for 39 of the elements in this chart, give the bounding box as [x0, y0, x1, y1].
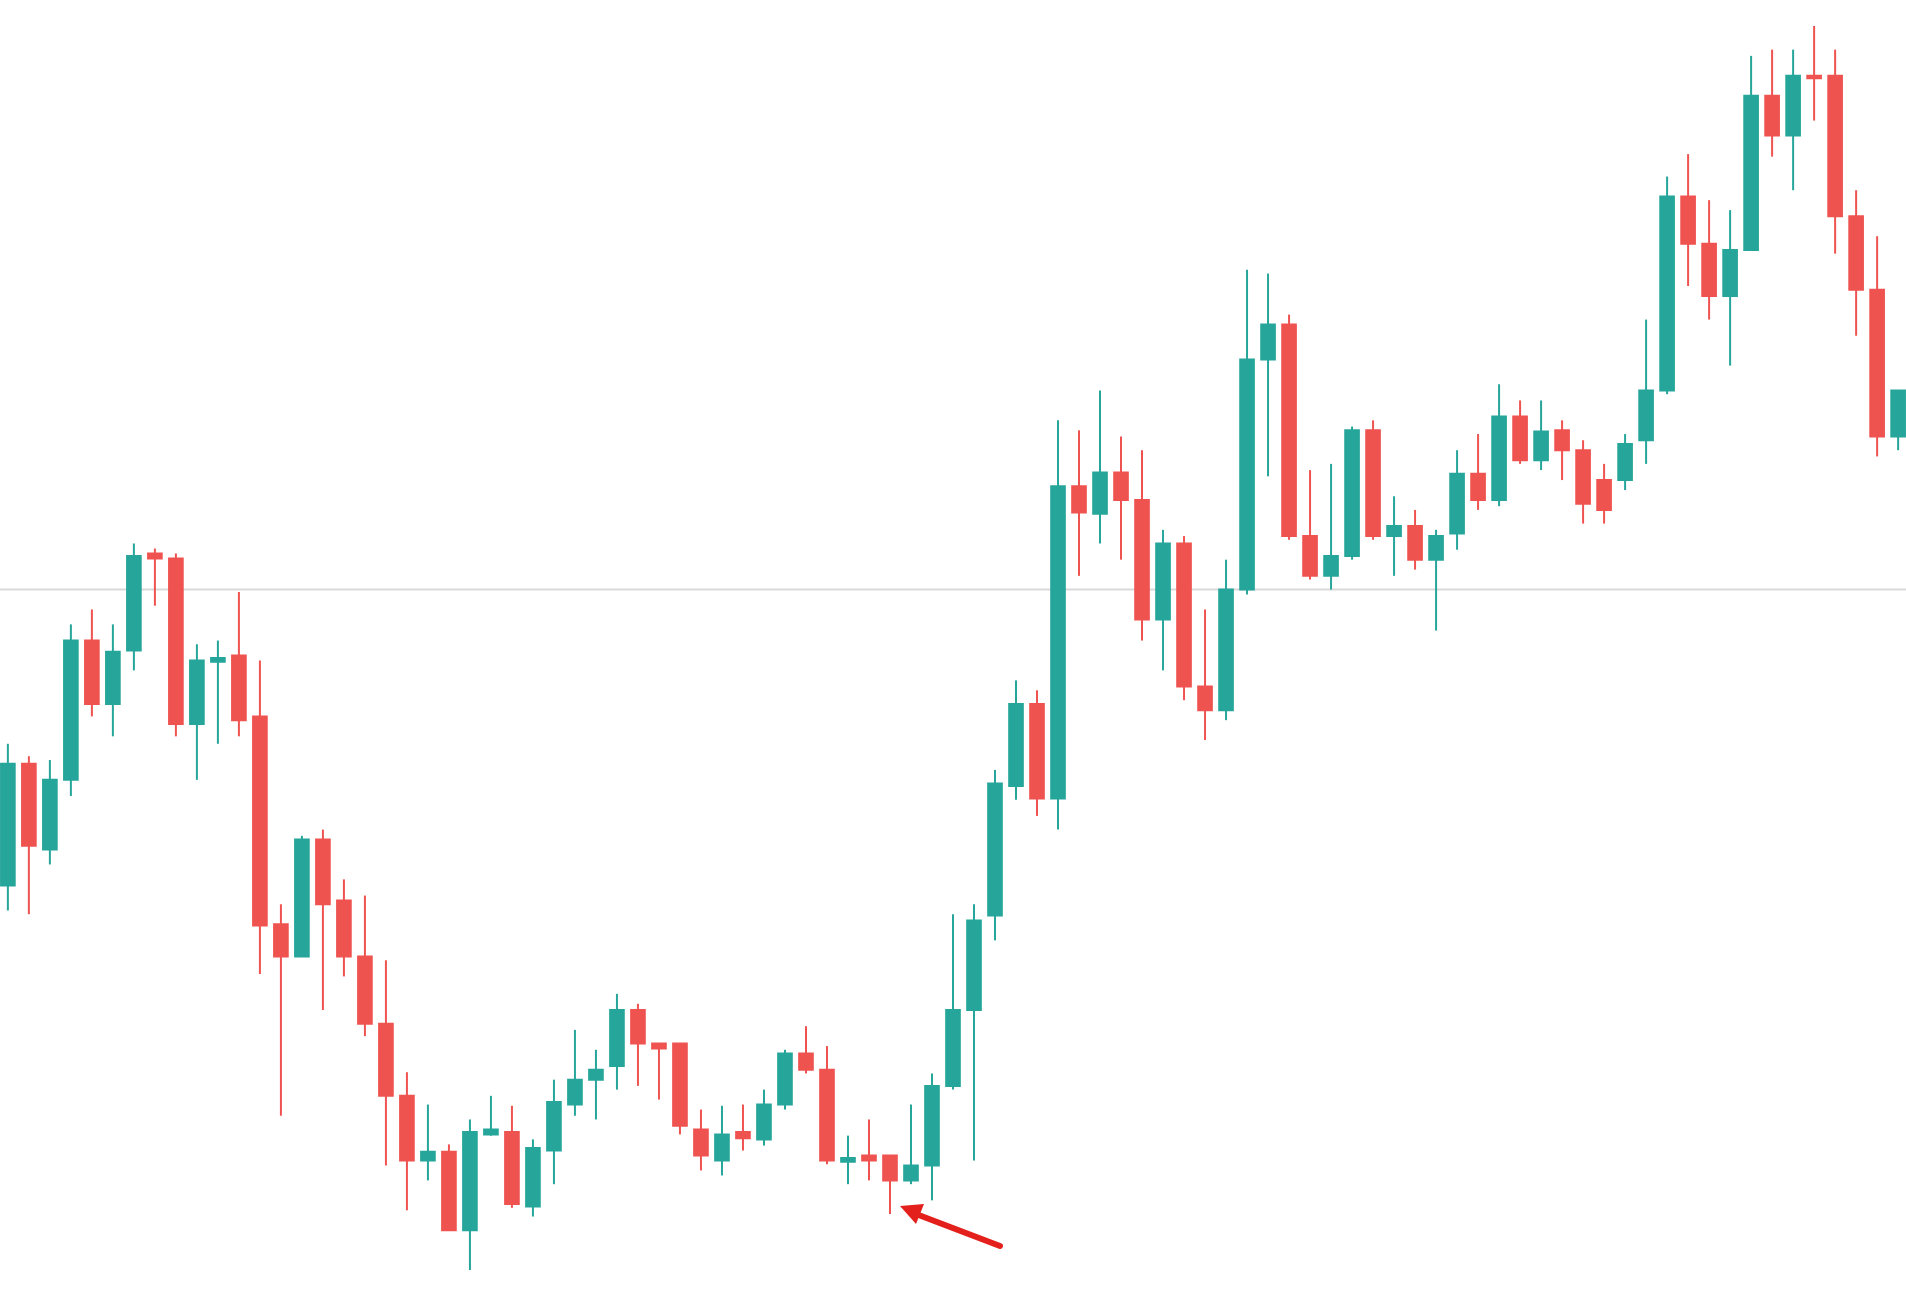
candlestick [1113, 435, 1129, 561]
candlestick [882, 1154, 898, 1216]
candlestick [1407, 508, 1423, 571]
candlestick [1764, 48, 1780, 158]
candlestick [1680, 153, 1696, 287]
candlestick [1617, 433, 1633, 492]
candlestick [630, 1002, 646, 1087]
candlestick [840, 1134, 856, 1186]
candlestick [1596, 462, 1612, 525]
candlestick [1806, 25, 1822, 122]
candlestick [420, 1103, 436, 1182]
candlestick [1890, 389, 1906, 452]
candlestick [1386, 495, 1402, 577]
candlestick [1092, 389, 1108, 545]
candlestick [1554, 419, 1570, 482]
candlestick [861, 1118, 877, 1182]
candlestick [567, 1028, 583, 1117]
candlestick [798, 1025, 814, 1075]
candlestick [714, 1104, 730, 1177]
candlestick [1512, 399, 1528, 465]
candlestick [1197, 608, 1213, 742]
candlestick [735, 1103, 751, 1152]
candlestick [483, 1094, 499, 1137]
candlestick [1071, 429, 1087, 577]
candlestick [1428, 528, 1444, 632]
candlestick [1470, 433, 1486, 511]
candlestick [1533, 399, 1549, 472]
candlestick [273, 903, 289, 1117]
candlestick [693, 1108, 709, 1172]
candlestick [210, 639, 226, 745]
candlestick [147, 547, 163, 607]
candlestick [588, 1048, 604, 1121]
candlestick [903, 1103, 919, 1186]
candlestick [1323, 462, 1339, 591]
candlestick [1260, 272, 1276, 478]
candlestick [1722, 209, 1738, 367]
candlestick [1302, 469, 1318, 581]
candlestick [651, 1042, 667, 1101]
candlestick [756, 1088, 772, 1147]
